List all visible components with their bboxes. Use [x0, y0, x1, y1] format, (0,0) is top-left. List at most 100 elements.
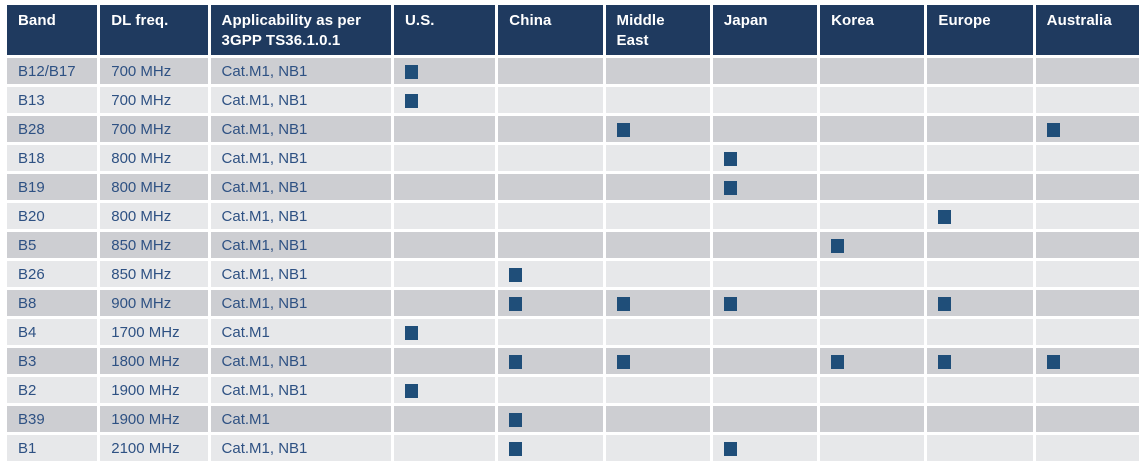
band-cell: B26 — [7, 261, 98, 287]
region-cell-china — [498, 377, 603, 403]
region-cell-middle-east — [605, 377, 710, 403]
region-cell-australia — [1035, 377, 1139, 403]
dl-freq-cell: 700 MHz — [100, 58, 208, 84]
region-cell-korea — [820, 87, 925, 113]
region-cell-korea — [820, 174, 925, 200]
dl-freq-cell: 800 MHz — [100, 174, 208, 200]
applicable-marker-icon — [938, 209, 952, 224]
applicable-marker-icon — [723, 180, 737, 195]
applicability-cell: Cat.M1, NB1 — [210, 116, 391, 142]
region-cell-china — [498, 116, 603, 142]
band-cell: B8 — [7, 290, 98, 316]
column-header-japan: Japan — [712, 5, 818, 55]
band-cell: B5 — [7, 232, 98, 258]
applicable-marker-icon — [938, 296, 952, 311]
region-cell-china — [498, 87, 603, 113]
region-cell-europe — [927, 377, 1033, 403]
region-cell-europe — [927, 261, 1033, 287]
region-cell-australia — [1035, 145, 1139, 171]
region-cell-korea — [820, 261, 925, 287]
applicable-marker-icon — [1046, 354, 1060, 369]
dl-freq-cell: 900 MHz — [100, 290, 208, 316]
region-cell-japan — [712, 261, 818, 287]
dl-freq-cell: 850 MHz — [100, 232, 208, 258]
band-cell: B3 — [7, 348, 98, 374]
region-cell-europe — [927, 319, 1033, 345]
column-header-u-s: U.S. — [394, 5, 496, 55]
dl-freq-cell: 1800 MHz — [100, 348, 208, 374]
dl-freq-cell: 700 MHz — [100, 87, 208, 113]
region-cell-u-s — [394, 116, 496, 142]
band-cell: B19 — [7, 174, 98, 200]
applicable-marker-icon — [723, 441, 737, 456]
region-cell-australia — [1035, 58, 1139, 84]
region-cell-japan — [712, 116, 818, 142]
region-cell-korea — [820, 116, 925, 142]
column-header-band: Band — [7, 5, 98, 55]
region-cell-europe — [927, 348, 1033, 374]
table-row: B3 1800 MHz Cat.M1, NB1 — [7, 348, 1139, 374]
applicable-marker-icon — [405, 383, 418, 398]
column-header-china: China — [498, 5, 603, 55]
region-cell-u-s — [394, 87, 496, 113]
region-cell-australia — [1035, 232, 1139, 258]
region-cell-china — [498, 348, 603, 374]
dl-freq-cell: 2100 MHz — [100, 435, 208, 461]
applicable-marker-icon — [831, 354, 845, 369]
region-cell-middle-east — [605, 58, 710, 84]
applicability-cell: Cat.M1, NB1 — [210, 348, 391, 374]
region-cell-japan — [712, 290, 818, 316]
region-cell-australia — [1035, 87, 1139, 113]
column-header-applicability-as-per-3gpp-ts36-1-0-1: Applicability as per 3GPP TS36.1.0.1 — [210, 5, 391, 55]
region-cell-japan — [712, 406, 818, 432]
table-row: B39 1900 MHz Cat.M1 — [7, 406, 1139, 432]
region-cell-korea — [820, 348, 925, 374]
region-cell-japan — [712, 435, 818, 461]
applicable-marker-icon — [509, 296, 523, 311]
region-cell-korea — [820, 58, 925, 84]
table-row: B12/B17 700 MHz Cat.M1, NB1 — [7, 58, 1139, 84]
region-cell-china — [498, 232, 603, 258]
applicability-cell: Cat.M1, NB1 — [210, 203, 391, 229]
region-cell-europe — [927, 174, 1033, 200]
band-cell: B18 — [7, 145, 98, 171]
region-cell-china — [498, 319, 603, 345]
dl-freq-cell: 1900 MHz — [100, 377, 208, 403]
band-cell: B4 — [7, 319, 98, 345]
region-cell-japan — [712, 319, 818, 345]
applicable-marker-icon — [1046, 122, 1060, 137]
region-cell-japan — [712, 87, 818, 113]
region-cell-u-s — [394, 203, 496, 229]
region-cell-australia — [1035, 290, 1139, 316]
region-cell-australia — [1035, 116, 1139, 142]
region-cell-korea — [820, 145, 925, 171]
applicable-marker-icon — [509, 354, 523, 369]
region-cell-korea — [820, 406, 925, 432]
region-cell-europe — [927, 58, 1033, 84]
band-cell: B13 — [7, 87, 98, 113]
table-row: B26 850 MHz Cat.M1, NB1 — [7, 261, 1139, 287]
dl-freq-cell: 700 MHz — [100, 116, 208, 142]
table-row: B4 1700 MHz Cat.M1 — [7, 319, 1139, 345]
region-cell-u-s — [394, 261, 496, 287]
region-cell-japan — [712, 174, 818, 200]
region-cell-middle-east — [605, 203, 710, 229]
table-row: B20 800 MHz Cat.M1, NB1 — [7, 203, 1139, 229]
table-body: B12/B17 700 MHz Cat.M1, NB1 B13 700 MHz … — [7, 58, 1139, 461]
region-cell-japan — [712, 145, 818, 171]
region-cell-u-s — [394, 377, 496, 403]
dl-freq-cell: 850 MHz — [100, 261, 208, 287]
band-cell: B39 — [7, 406, 98, 432]
region-cell-china — [498, 203, 603, 229]
dl-freq-cell: 800 MHz — [100, 203, 208, 229]
applicability-cell: Cat.M1 — [210, 406, 391, 432]
table-row: B1 2100 MHz Cat.M1, NB1 — [7, 435, 1139, 461]
region-cell-japan — [712, 377, 818, 403]
band-cell: B28 — [7, 116, 98, 142]
region-cell-china — [498, 406, 603, 432]
dl-freq-cell: 1700 MHz — [100, 319, 208, 345]
region-cell-u-s — [394, 174, 496, 200]
table-row: B13 700 MHz Cat.M1, NB1 — [7, 87, 1139, 113]
table-row: B8 900 MHz Cat.M1, NB1 — [7, 290, 1139, 316]
applicable-marker-icon — [509, 412, 523, 427]
